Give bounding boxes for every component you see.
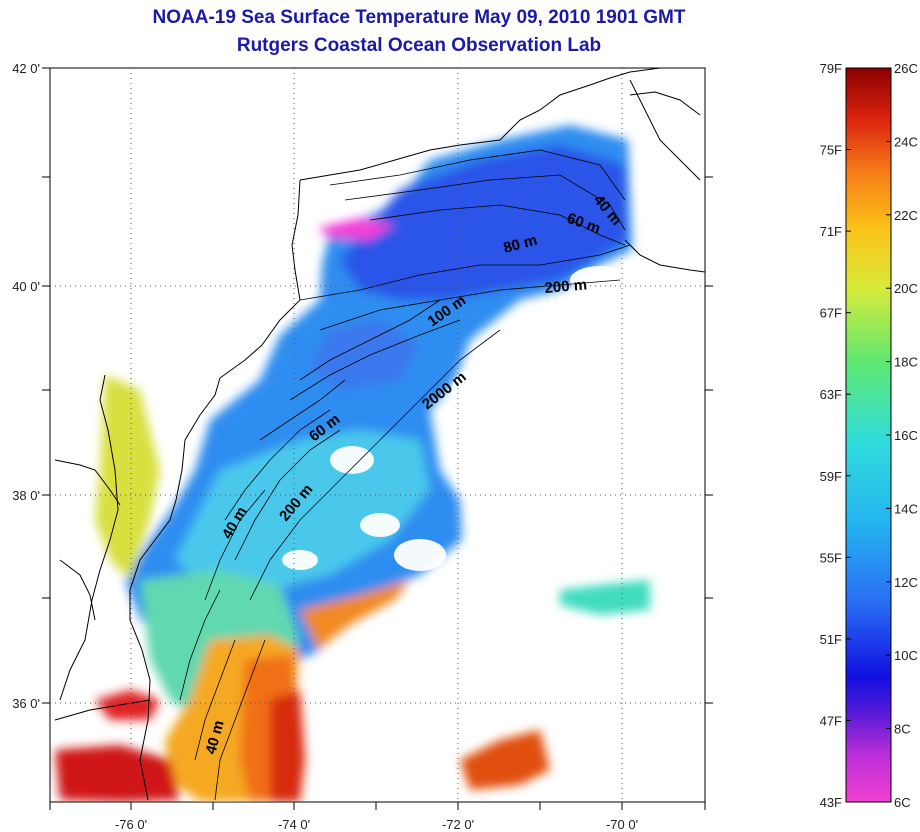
longitude-tick-label: -74 0' [278, 817, 310, 832]
map-title: NOAA-19 Sea Surface Temperature May 09, … [152, 7, 686, 28]
colorbar-c-label: 22C [894, 208, 918, 223]
colorbar-c-label: 10C [894, 648, 918, 663]
colorbar-c-label: 8C [894, 722, 911, 737]
colorbar-f-label: 67F [820, 306, 842, 321]
colorbar-f-label: 55F [820, 550, 842, 565]
coastline [54, 68, 705, 801]
graticule [50, 68, 705, 802]
cloud-gaps [282, 266, 630, 571]
bathymetry-contours [179, 149, 631, 801]
colorbar-c-label: 16C [894, 428, 918, 443]
colorbar-f-label: 43F [820, 795, 842, 810]
colorbar-c-label: 14C [894, 501, 918, 516]
colorbar-f-label: 79F [820, 61, 842, 76]
colorbar-c-label: 18C [894, 355, 918, 370]
colorbar-f-label: 71F [820, 224, 842, 239]
map-contents: 40 m 60 m 80 m 200 m 100 m 2000 m 60 m 2… [50, 68, 705, 802]
map-subtitle: Rutgers Coastal Ocean Observation Lab [236, 35, 602, 56]
latitude-tick-label: 42 0' [12, 61, 40, 76]
latitude-tick-label: 38 0' [12, 488, 40, 503]
colorbar-f-label: 75F [820, 143, 842, 158]
colorbar-f-label: 47F [820, 713, 842, 728]
colorbar-ticks [846, 67, 891, 803]
colorbar-c-label: 26C [894, 61, 918, 76]
longitude-tick-label: -72 0' [442, 817, 474, 832]
temperature-colorbar [845, 67, 892, 803]
colorbar-c-label: 6C [894, 795, 911, 810]
longitude-tick-label: -76 0' [115, 817, 147, 832]
colorbar-c-label: 24C [894, 134, 918, 149]
axis-ticks [42, 67, 713, 810]
contour-label: 200 m [544, 276, 588, 297]
colorbar-celsius-labels: 26C 24C 22C 20C 18C 16C 14C 12C 10C 8C 6C [894, 61, 918, 810]
colorbar-f-label: 63F [820, 387, 842, 402]
colorbar-f-label: 59F [820, 469, 842, 484]
colorbar-c-label: 12C [894, 575, 918, 590]
longitude-tick-label: -70 0' [606, 817, 638, 832]
colorbar-c-label: 20C [894, 281, 918, 296]
latitude-tick-label: 40 0' [12, 279, 40, 294]
colorbar-f-label: 51F [820, 632, 842, 647]
colorbar-fahrenheit-labels: 79F 75F 71F 67F 63F 59F 55F 51F 47F 43F [820, 61, 842, 810]
latitude-tick-label: 36 0' [12, 696, 40, 711]
